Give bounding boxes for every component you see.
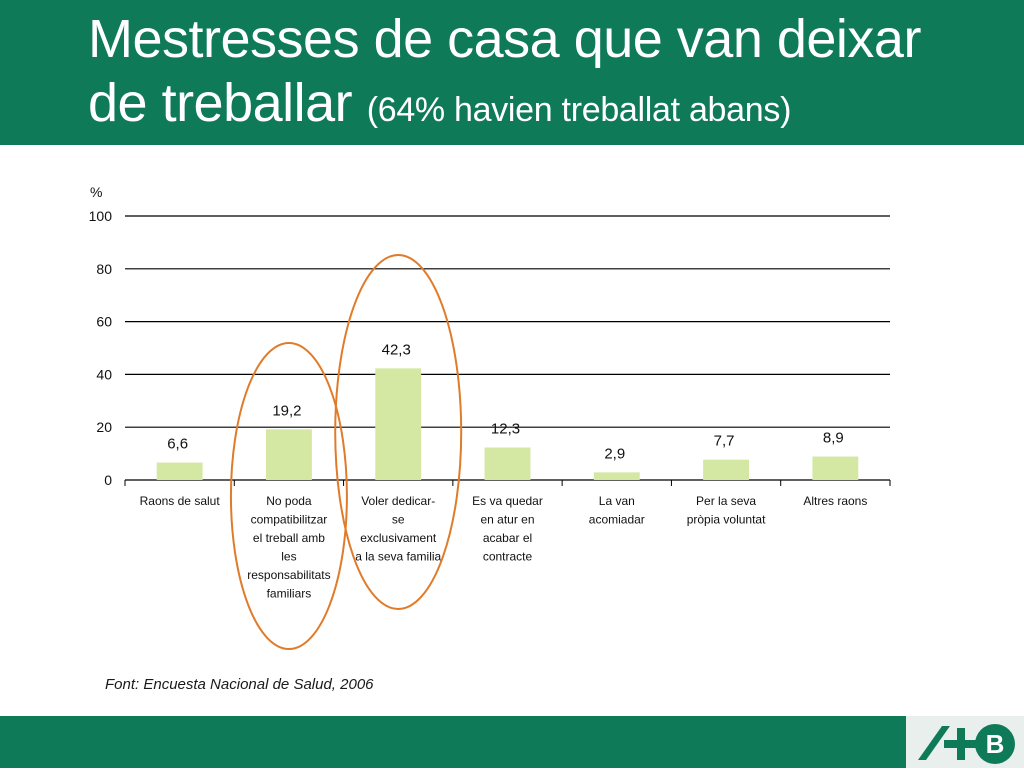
x-tick-label: La van <box>599 494 635 508</box>
x-tick-label: Raons de salut <box>140 494 221 508</box>
data-label: 2,9 <box>604 445 625 462</box>
x-tick-label: el treball amb <box>253 531 325 545</box>
x-tick-label: Altres raons <box>803 494 867 508</box>
bar <box>703 459 750 480</box>
x-tick-label: exclusivament <box>360 531 437 545</box>
y-tick-label: 80 <box>96 261 112 277</box>
x-tick-label: a la seva familia <box>355 550 441 564</box>
x-tick-label: Es va quedar <box>472 494 543 508</box>
data-label: 8,9 <box>823 430 844 447</box>
x-tick-label: familiars <box>267 587 312 601</box>
data-label: 19,2 <box>272 402 301 419</box>
abp-logo-icon: B <box>918 724 1015 764</box>
y-tick-label: 0 <box>104 472 112 488</box>
x-tick-label: No poda <box>266 494 312 508</box>
x-tick-label: Voler dedicar- <box>361 494 435 508</box>
y-tick-label: 20 <box>96 419 112 435</box>
bar-chart: 0 20 40 60 80 100% 6,6 Raons de salut 19,2 No pod… <box>89 184 891 650</box>
bar <box>156 462 203 480</box>
svg-text:B: B <box>986 729 1005 759</box>
data-label: 12,3 <box>491 421 520 438</box>
data-label: 6,6 <box>167 436 188 453</box>
y-tick-label: 60 <box>96 314 112 330</box>
slide-title-line1: Mestresses de casa que van deixar <box>88 9 921 69</box>
x-tick-label: acomiadar <box>589 513 645 527</box>
y-tick-label: 40 <box>96 366 112 382</box>
highlight-ellipse <box>229 342 348 650</box>
y-axis-label: % <box>90 184 102 200</box>
slide-title-subtitle: (64% havien treballat abans) <box>366 91 792 129</box>
header-banner: Mestresses de casa que van deixar de tre… <box>0 0 1024 145</box>
x-tick-label: Per la seva <box>696 494 756 508</box>
bar <box>593 472 640 480</box>
y-tick-label: 100 <box>89 208 113 224</box>
data-label: 7,7 <box>714 433 735 450</box>
footer-bar <box>0 716 1024 768</box>
x-tick-label: acabar el <box>483 531 532 545</box>
highlight-ellipse <box>334 254 463 610</box>
data-label: 42,3 <box>382 341 411 358</box>
x-tick-label: compatibilitzar <box>251 513 328 527</box>
bar <box>265 429 312 480</box>
bar <box>484 447 531 480</box>
x-tick-label: responsabilitats <box>247 568 330 582</box>
x-tick-label: pròpia voluntat <box>687 513 766 527</box>
x-tick-label: contracte <box>483 550 533 564</box>
slide-title-main: de treballar <box>88 73 353 133</box>
slide-title-line2: de treballar (64% havien treballat abans… <box>88 72 791 134</box>
bar <box>812 456 859 480</box>
x-tick-label: en atur en <box>480 513 534 527</box>
source-note: Font: Encuesta Nacional de Salud, 2006 <box>105 676 374 693</box>
logo: B <box>906 716 1024 768</box>
x-tick-label: se <box>392 513 405 527</box>
bar <box>375 368 422 480</box>
x-tick-label: les <box>281 550 296 564</box>
